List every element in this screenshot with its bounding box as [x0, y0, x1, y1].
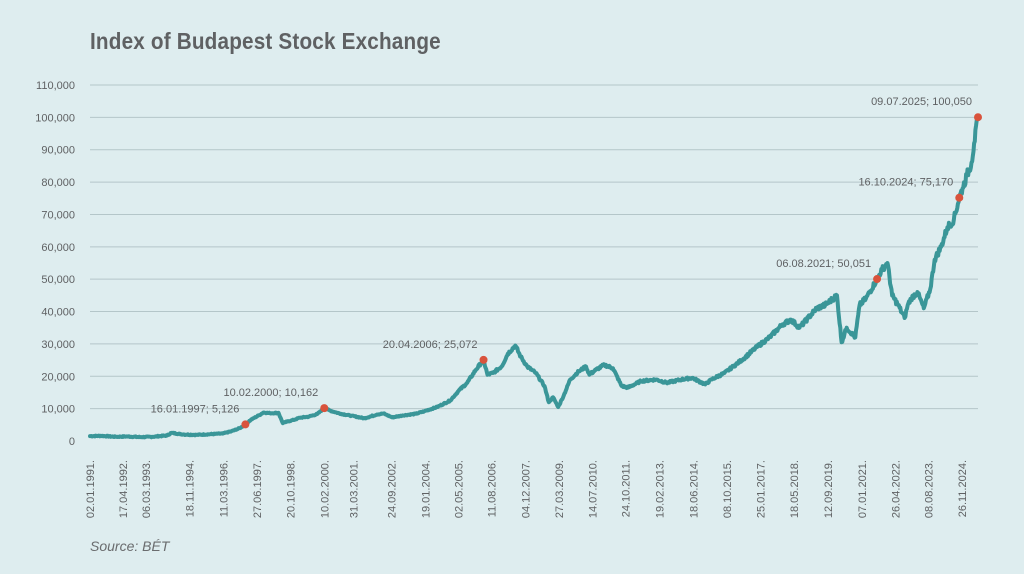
- x-tick-label: 14.07.2010.: [587, 460, 599, 518]
- annotation-marker: [955, 193, 964, 202]
- x-tick-label: 19.01.2004.: [421, 460, 433, 518]
- x-tick-label: 17.04.1992.: [118, 460, 130, 518]
- x-tick-label: 20.10.1998.: [286, 460, 298, 518]
- annotation-label: 16.10.2024; 75,170: [858, 177, 953, 189]
- y-tick-label: 10,000: [41, 404, 75, 416]
- y-tick-label: 50,000: [41, 274, 75, 286]
- annotation-marker: [479, 355, 488, 364]
- annotation-label: 10.02.2000; 10,162: [223, 387, 318, 399]
- y-tick-label: 80,000: [41, 177, 75, 189]
- annotation-marker: [320, 404, 329, 413]
- y-tick-label: 60,000: [41, 242, 75, 254]
- x-tick-label: 11.03.1996.: [218, 460, 230, 517]
- x-tick-label: 06.03.1993.: [141, 460, 153, 518]
- x-tick-label: 12.09.2019.: [823, 460, 835, 518]
- x-tick-label: 18.11.1994.: [185, 460, 197, 517]
- y-tick-label: 70,000: [41, 209, 75, 221]
- y-tick-label: 20,000: [41, 371, 75, 383]
- x-tick-label: 08.10.2015.: [722, 460, 734, 518]
- annotation-label: 16.01.1997; 5,126: [151, 403, 240, 415]
- y-tick-label: 30,000: [41, 339, 75, 351]
- x-tick-label: 24.09.2002.: [387, 460, 399, 518]
- x-tick-label: 04.12.2007.: [520, 460, 532, 518]
- x-tick-label: 25.01.2017.: [756, 460, 768, 518]
- annotation-marker: [241, 420, 250, 429]
- x-axis-ticks: 02.01.1991. 17.04.1992. 06.03.1993. 18.11.1…: [85, 460, 969, 518]
- y-tick-label: 40,000: [41, 307, 75, 319]
- y-tick-label: 90,000: [41, 145, 75, 157]
- x-tick-label: 24.10.2011.: [620, 460, 632, 517]
- gridlines: [90, 84, 978, 410]
- annotation-label: 20.04.2006; 25,072: [383, 339, 478, 351]
- y-tick-label: 100,000: [35, 112, 75, 124]
- x-tick-label: 18.05.2018.: [789, 460, 801, 518]
- annotation-marker: [974, 113, 982, 122]
- x-tick-label: 26.04.2022.: [891, 460, 903, 518]
- series-line: [88, 115, 980, 440]
- x-tick-label: 11.08.2006.: [486, 460, 498, 517]
- annotations-layer: 16.01.1997; 5,126 10.02.2000; 10,162 20.04…: [151, 96, 982, 429]
- x-tick-label: 27.06.1997.: [252, 460, 264, 518]
- y-tick-label: 0: [69, 436, 75, 448]
- source-note: Source: BÉT: [90, 538, 170, 554]
- x-tick-label: 02.01.1991.: [85, 460, 97, 518]
- x-tick-label: 07.01.2021.: [857, 460, 869, 518]
- x-tick-label: 31.03.2001.: [349, 460, 361, 518]
- x-tick-label: 27.03.2009.: [554, 460, 566, 518]
- x-tick-label: 19.02.2013.: [654, 460, 666, 518]
- x-tick-label: 26.11.2024.: [957, 460, 969, 517]
- y-tick-label: 110,000: [36, 80, 75, 92]
- annotation-label: 06.08.2021; 50,051: [776, 258, 871, 270]
- x-tick-label: 10.02.2000.: [319, 460, 331, 518]
- x-tick-label: 18.06.2014.: [689, 460, 701, 518]
- x-tick-label: 08.08.2023.: [924, 460, 936, 518]
- y-axis-ticks: 0 10,000 20,000 30,000 40,000 50,000 60,000 70,…: [35, 80, 75, 448]
- annotation-marker: [873, 275, 882, 284]
- chart-title: Index of Budapest Stock Exchange: [90, 28, 441, 54]
- x-tick-label: 02.05.2005.: [454, 460, 466, 518]
- annotation-label: 09.07.2025; 100,050: [871, 96, 972, 108]
- series-layer: [88, 115, 980, 440]
